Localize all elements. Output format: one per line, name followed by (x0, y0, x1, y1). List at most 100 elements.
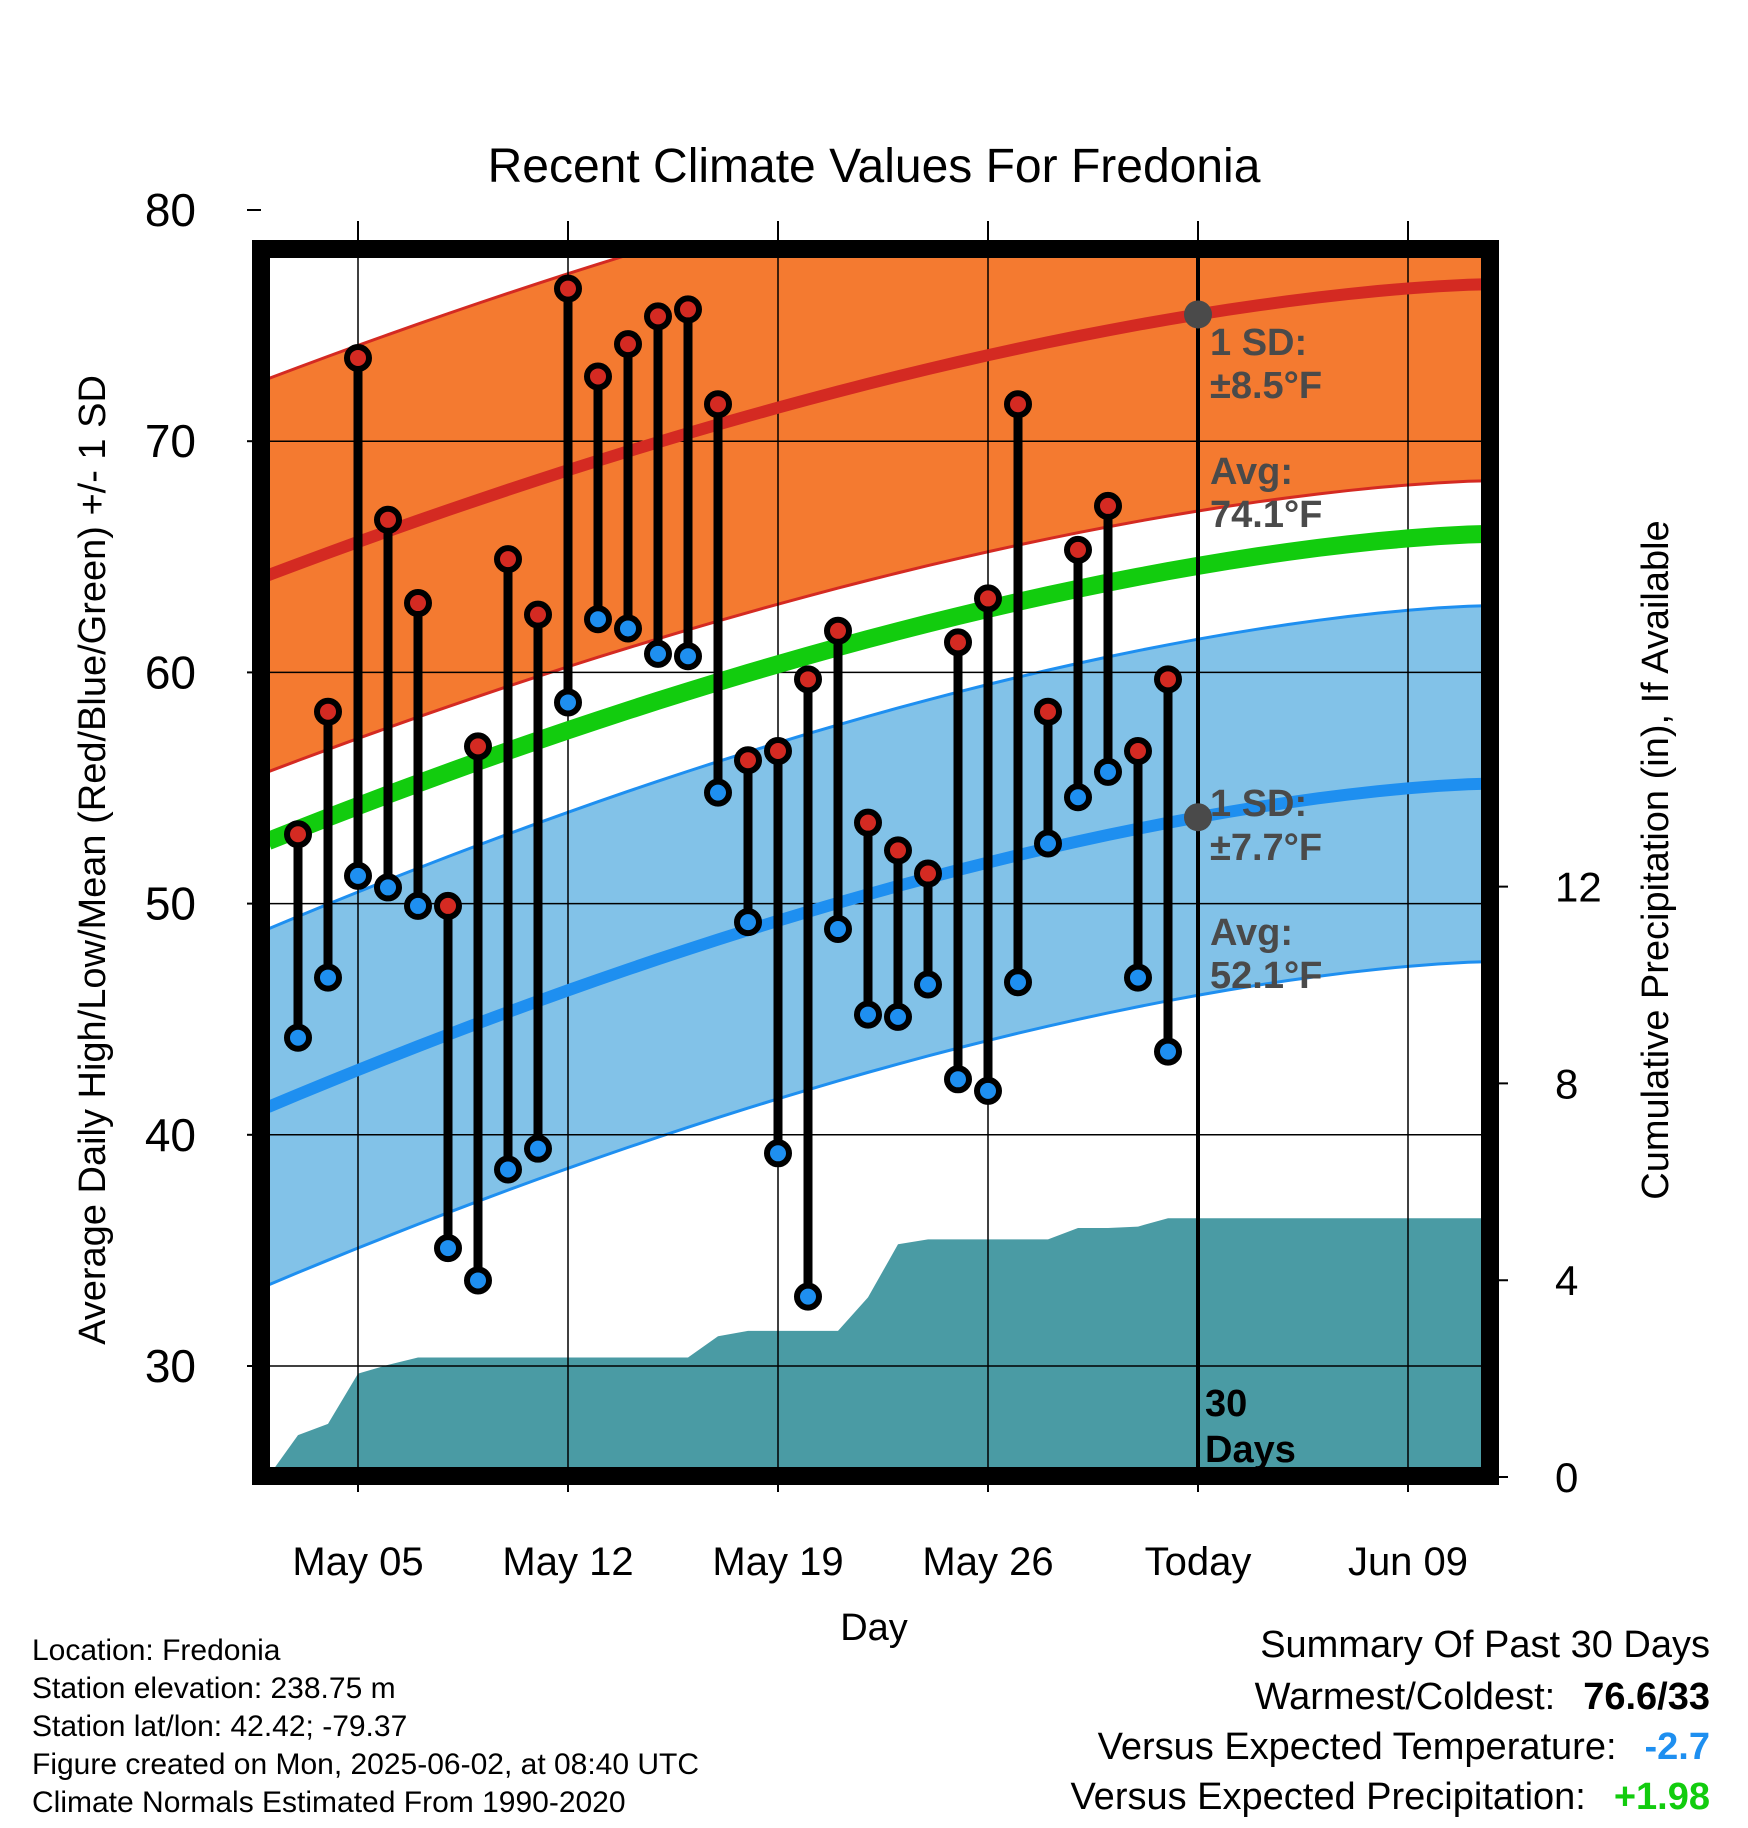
high-temp-point (824, 616, 852, 645)
y-tick-label: 80 (145, 184, 196, 236)
low-temp-point (734, 908, 762, 937)
high-sd-band (268, 249, 1490, 772)
y2-axis-label: Cumulative Precipitation (in), If Availa… (1635, 520, 1677, 1199)
low-temp-point (674, 642, 702, 671)
x-tick-label: May 05 (292, 1540, 423, 1584)
high-temp-point (1004, 390, 1032, 419)
low-temp-point (974, 1076, 1002, 1105)
low-avg-label: Avg: (1210, 912, 1293, 954)
low-sd-upper-edge (267, 604, 1490, 931)
y2-tick-label: 0 (1555, 1454, 1578, 1501)
y2-tick-label: 12 (1555, 864, 1602, 911)
high-avg-value: 74.1°F (1210, 494, 1322, 536)
low-temp-point (614, 614, 642, 643)
low-avg-value: 52.1°F (1210, 955, 1322, 997)
low-temp-point (1094, 757, 1122, 786)
y-tick-label: 60 (145, 646, 196, 698)
high-temp-point (284, 820, 312, 849)
low-temp-point (884, 1002, 912, 1031)
window-unit: Days (1205, 1429, 1296, 1471)
high-temp-point (854, 808, 882, 837)
high-temp-point (674, 295, 702, 324)
y-tick-label: 40 (145, 1109, 196, 1161)
low-temp-point (1154, 1037, 1182, 1066)
low-temp-point (1064, 783, 1092, 812)
high-temp-point (794, 665, 822, 694)
low-temp-point (374, 873, 402, 902)
high-avg-label: Avg: (1210, 451, 1293, 493)
high-temp-point (524, 600, 552, 629)
high-temp-point (314, 697, 342, 726)
high-temp-point (1154, 665, 1182, 694)
high-temp-point (974, 584, 1002, 613)
summary-precip-departure: Versus Expected Precipitation: +1.98 (1070, 1776, 1710, 1819)
low-temp-point (494, 1155, 522, 1184)
low-temp-point (464, 1266, 492, 1295)
station-info: Location: Fredonia Station elevation: 23… (32, 1632, 699, 1822)
high-temp-point (644, 302, 672, 331)
plot-area (261, 249, 1490, 1476)
low-temp-point (1034, 829, 1062, 858)
summary-heading: Summary Of Past 30 Days (1260, 1624, 1710, 1666)
high-temp-point (764, 737, 792, 766)
info-location: Location: Fredonia (32, 1634, 281, 1667)
today-normal-low-marker (1184, 803, 1212, 832)
x-tick-label: Jun 09 (1348, 1540, 1468, 1584)
temp-departure-label: Versus Expected Temperature: (1097, 1726, 1617, 1768)
today-normal-high-marker (1184, 300, 1212, 329)
high-temp-point (884, 836, 912, 865)
y-tick-label: 70 (145, 415, 196, 467)
high-temp-point (734, 746, 762, 775)
x-axis-label: Day (840, 1607, 908, 1649)
low-temp-point (854, 1000, 882, 1029)
precip-departure-value: +1.98 (1613, 1776, 1710, 1818)
normal-low-line (265, 777, 1490, 1113)
warm-cold-label: Warmest/Coldest: (1254, 1676, 1556, 1718)
high-temp-point (1034, 697, 1062, 726)
low-temp-point (554, 688, 582, 717)
y-axis-label: Average Daily High/Low/Mean (Red/Blue/Gr… (72, 375, 114, 1345)
normal-mean-line (264, 524, 1490, 850)
low-sd-band (268, 605, 1490, 1286)
high-temp-point (1064, 535, 1092, 564)
x-tick-label: May 19 (712, 1540, 843, 1584)
x-tick-label: May 12 (502, 1540, 633, 1584)
low-temp-point (524, 1134, 552, 1163)
low-temp-point (344, 861, 372, 890)
high-temp-point (464, 732, 492, 761)
low-temp-point (314, 963, 342, 992)
plot-frame (252, 240, 1499, 1485)
temp-departure-value: -2.7 (1644, 1726, 1710, 1768)
high-sd-lower-edge (267, 479, 1490, 774)
low-temp-point (1124, 963, 1152, 992)
info-created: Figure created on Mon, 2025-06-02, at 08… (32, 1748, 700, 1781)
high-temp-point (584, 362, 612, 391)
high-temp-point (344, 343, 372, 372)
low-temp-point (1004, 968, 1032, 997)
low-temp-point (944, 1065, 972, 1094)
info-elevation: Station elevation: 238.75 m (32, 1672, 396, 1705)
y-tick-label: 30 (145, 1340, 196, 1392)
low-temp-point (914, 970, 942, 999)
info-latlon: Station lat/lon: 42.42; -79.37 (32, 1710, 408, 1743)
y2-tick-label: 8 (1555, 1060, 1578, 1107)
data-marks (284, 274, 1212, 1311)
low-sd-lower-edge (267, 960, 1490, 1287)
y-tick-label: 50 (145, 878, 196, 930)
low-sd-value: ±7.7°F (1210, 827, 1322, 869)
chart-title: Recent Climate Values For Fredonia (488, 140, 1261, 193)
high-temp-point (914, 859, 942, 888)
summary-warm-cold: Warmest/Coldest: 76.6/33 (1255, 1676, 1710, 1719)
high-temp-point (614, 330, 642, 359)
high-temp-point (1094, 491, 1122, 520)
window-count: 30 (1205, 1383, 1247, 1425)
precip-area (268, 1218, 1490, 1476)
low-sd-label: 1 SD: (1210, 783, 1307, 825)
low-temp-point (764, 1139, 792, 1168)
x-tick-label: May 26 (922, 1540, 1053, 1584)
x-tick-label: Today (1145, 1540, 1252, 1584)
low-temp-point (704, 778, 732, 807)
low-temp-point (794, 1282, 822, 1311)
